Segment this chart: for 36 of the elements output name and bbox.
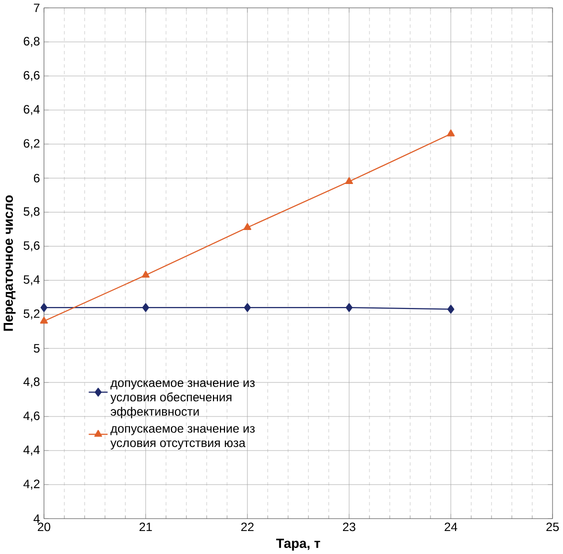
x-tick-label: 24 [444,522,458,531]
point [244,302,251,312]
y-tick-label: 6,6 [24,70,40,81]
point [142,270,150,278]
point [446,129,455,136]
x-tick-label: 25 [546,522,559,532]
x-tick-label: 22 [241,522,254,531]
y-tick-label: 4,6 [23,411,40,422]
point [40,316,48,324]
point [345,176,354,184]
y-tick-label: 4 [34,514,40,523]
y-tick-label: 4,2 [23,479,40,490]
x-tick-label: 21 [140,522,152,531]
point [142,302,150,312]
y-tick-label: 6,2 [24,138,40,149]
y-tick-label: 4,4 [23,445,40,456]
point [40,302,48,312]
point [346,302,353,312]
y-tick-label: 5,6 [24,241,40,252]
y-tick-label: 4,8 [23,377,40,388]
y-tick-label: 5,4 [24,275,40,286]
y-tick-label: 5 [34,344,40,352]
legend-label: допускаемое значение из условия обеспечения эффективности [110,380,255,418]
point [447,304,454,314]
y-tick-label: 6 [34,174,40,182]
y-tick-label: 5,8 [24,207,40,218]
y-tick-label: 5,2 [24,309,40,320]
x-tick-label: 23 [342,522,356,532]
x-tick-label: 20 [38,522,50,532]
point [243,222,252,230]
x-axis-title: Тара, т [276,538,320,550]
y-tick-label: 7 [34,4,40,12]
y-tick-label: 6,4 [24,104,40,115]
y-axis-title: Передаточное число [4,195,16,331]
y-tick-label: 6,8 [24,36,40,47]
legend-label: допускаемое значение из условия отсутствия юза [110,426,255,450]
